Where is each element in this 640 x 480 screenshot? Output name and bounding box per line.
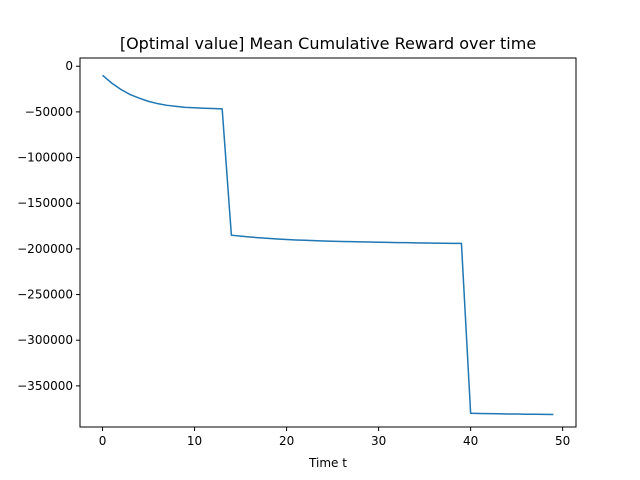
y-tick-label: −200000 bbox=[17, 242, 73, 256]
x-tick-label: 40 bbox=[463, 434, 478, 448]
x-tick-label: 50 bbox=[555, 434, 570, 448]
x-axis-label: Time t bbox=[308, 456, 347, 470]
plot-area bbox=[102, 74, 554, 416]
x-tick-label: 30 bbox=[371, 434, 386, 448]
chart-title: [Optimal value] Mean Cumulative Reward o… bbox=[120, 34, 536, 53]
x-tick-label: 10 bbox=[187, 434, 202, 448]
axis-ticks: 0 10 20 30 40 50 0 −50000 −100000 −150000 −200000 −… bbox=[17, 59, 570, 448]
y-tick-label: −250000 bbox=[17, 288, 73, 302]
y-tick-label: 0 bbox=[65, 59, 73, 73]
y-tick-label: −150000 bbox=[17, 196, 73, 210]
x-tick-label: 20 bbox=[279, 434, 294, 448]
y-tick-label: −100000 bbox=[17, 151, 73, 165]
x-tick-label: 0 bbox=[99, 434, 107, 448]
series-line-0 bbox=[102, 74, 554, 416]
y-tick-label: −350000 bbox=[17, 379, 73, 393]
y-tick-label: −300000 bbox=[17, 333, 73, 347]
axes-frame bbox=[79, 57, 577, 428]
y-tick-label: −50000 bbox=[25, 105, 73, 119]
